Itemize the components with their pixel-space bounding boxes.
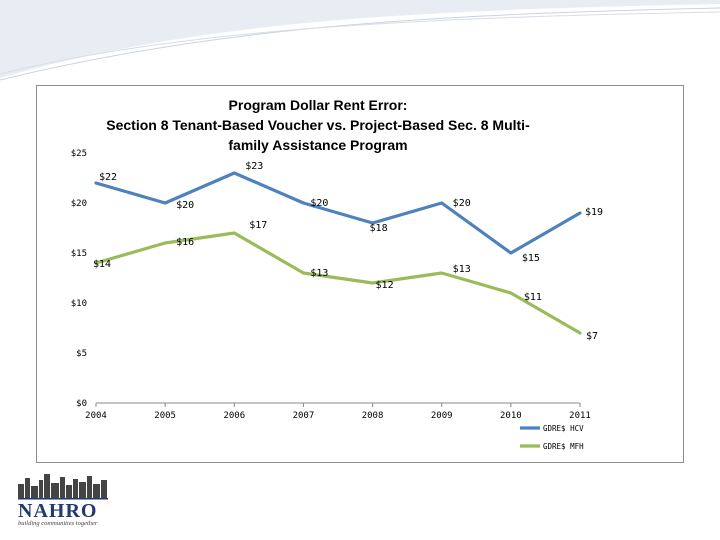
data-label: $22 [99, 172, 117, 183]
data-point [510, 292, 512, 294]
data-label: $18 [370, 223, 388, 234]
legend-label: GDRE$ HCV [543, 424, 584, 433]
y-tick-label: $20 [71, 199, 87, 209]
data-label: $20 [453, 198, 471, 209]
nahro-logo-text: NAHRO [18, 500, 98, 522]
y-tick-label: $15 [71, 249, 87, 259]
y-tick-label: $10 [71, 299, 87, 309]
data-label: $20 [310, 198, 328, 209]
data-point [441, 202, 443, 204]
data-point [95, 262, 97, 264]
data-point [233, 232, 235, 234]
data-label: $11 [524, 292, 542, 303]
legend-label: GDRE$ MFH [543, 442, 584, 451]
x-tick-label: 2008 [362, 411, 384, 421]
series-line-mfh [94, 231, 582, 335]
decorative-header-swoosh [0, 0, 720, 81]
data-label: $13 [453, 264, 471, 275]
data-label: $14 [93, 259, 111, 270]
y-tick-label: $25 [71, 149, 87, 159]
data-point [233, 172, 235, 174]
x-tick-label: 2011 [569, 411, 591, 421]
chart-title-line-3: family Assistance Program [228, 137, 407, 153]
data-point [579, 212, 581, 214]
chart-frame [36, 85, 684, 463]
data-point [302, 202, 304, 204]
series-line-hcv [94, 171, 582, 255]
data-point [164, 242, 166, 244]
data-label: $17 [249, 220, 267, 231]
data-label: $20 [176, 200, 194, 211]
x-tick-label: 2010 [500, 411, 522, 421]
x-tick-label: 2004 [85, 411, 107, 421]
data-point [372, 222, 374, 224]
nahro-logo-tagline: building communities together [18, 520, 98, 527]
data-label: $23 [245, 161, 263, 172]
chart-title-line-2: Section 8 Tenant-Based Voucher vs. Proje… [106, 117, 530, 133]
y-tick-label: $0 [76, 399, 87, 409]
data-point [372, 282, 374, 284]
data-point [441, 272, 443, 274]
data-label: $7 [586, 331, 598, 342]
x-tick-label: 2006 [223, 411, 245, 421]
chart-title-line-1: Program Dollar Rent Error: [229, 97, 408, 113]
data-point [164, 202, 166, 204]
data-point [579, 332, 581, 334]
data-label: $13 [310, 268, 328, 279]
x-tick-label: 2007 [293, 411, 315, 421]
data-point [510, 252, 512, 254]
nahro-logo-skyline [18, 474, 108, 500]
data-point [302, 272, 304, 274]
data-label: $12 [376, 280, 394, 291]
data-point [95, 182, 97, 184]
x-tick-label: 2005 [154, 411, 176, 421]
y-tick-label: $5 [76, 349, 87, 359]
data-label: $16 [176, 237, 194, 248]
data-label: $19 [585, 207, 603, 218]
x-tick-label: 2009 [431, 411, 453, 421]
data-label: $15 [522, 253, 540, 264]
